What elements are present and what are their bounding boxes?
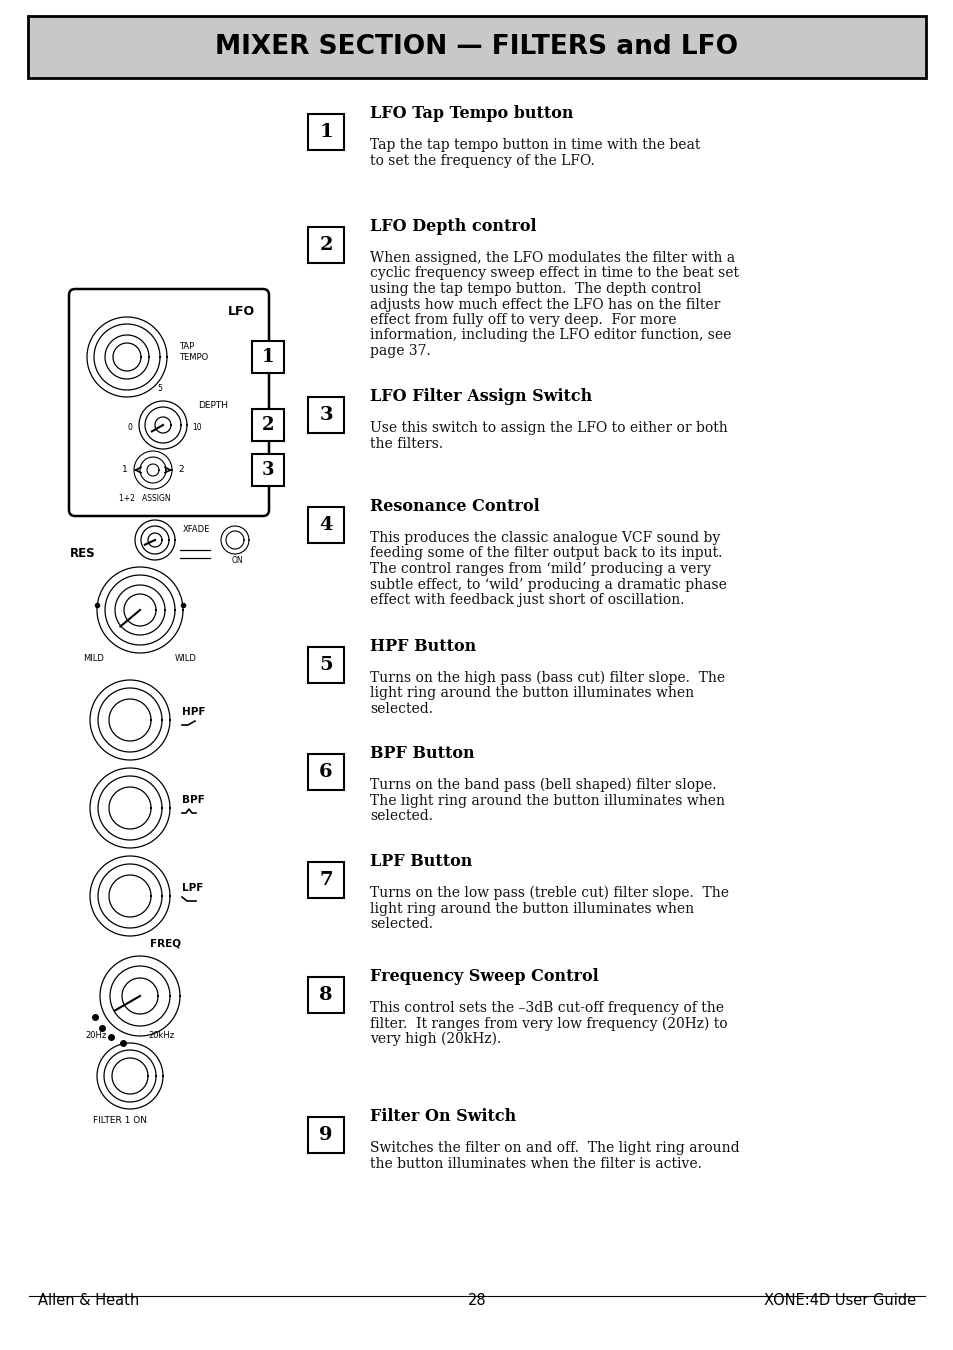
- Text: Turns on the low pass (treble cut) filter slope.  The: Turns on the low pass (treble cut) filte…: [370, 886, 728, 900]
- Text: LPF Button: LPF Button: [370, 853, 472, 869]
- Text: RES: RES: [70, 547, 95, 560]
- Bar: [308, 227, 344, 263]
- Text: 2: 2: [319, 236, 333, 254]
- Text: 4: 4: [319, 516, 333, 535]
- Bar: [28, 16, 925, 78]
- Text: effect with feedback just short of oscillation.: effect with feedback just short of oscil…: [370, 593, 684, 608]
- Text: Tap the tap tempo button in time with the beat: Tap the tap tempo button in time with th…: [370, 138, 700, 153]
- Text: LFO: LFO: [228, 305, 254, 319]
- Text: light ring around the button illuminates when: light ring around the button illuminates…: [370, 687, 694, 701]
- Text: This control sets the –3dB cut-off frequency of the: This control sets the –3dB cut-off frequ…: [370, 1000, 723, 1015]
- Text: HPF Button: HPF Button: [370, 639, 476, 655]
- Text: 20Hz: 20Hz: [85, 1031, 106, 1040]
- Text: light ring around the button illuminates when: light ring around the button illuminates…: [370, 902, 694, 915]
- Circle shape: [112, 1058, 148, 1094]
- Circle shape: [154, 417, 171, 433]
- Text: 2: 2: [178, 466, 183, 474]
- Text: 8: 8: [319, 986, 333, 1004]
- Text: Switches the filter on and off.  The light ring around: Switches the filter on and off. The ligh…: [370, 1141, 739, 1156]
- Text: TAP
TEMPO: TAP TEMPO: [179, 342, 208, 362]
- Circle shape: [112, 343, 141, 371]
- Text: Frequency Sweep Control: Frequency Sweep Control: [370, 968, 598, 986]
- Text: using the tap tempo button.  The depth control: using the tap tempo button. The depth co…: [370, 282, 700, 296]
- Circle shape: [148, 533, 162, 547]
- Text: information, including the LFO editor function, see: information, including the LFO editor fu…: [370, 328, 731, 343]
- Text: 1+2   ASSIGN: 1+2 ASSIGN: [119, 494, 171, 504]
- Text: MIXER SECTION — FILTERS and LFO: MIXER SECTION — FILTERS and LFO: [215, 34, 738, 59]
- Text: ON: ON: [231, 556, 243, 566]
- Text: WILD: WILD: [175, 653, 196, 663]
- Bar: [252, 409, 284, 441]
- Text: LFO Depth control: LFO Depth control: [370, 217, 536, 235]
- Bar: [308, 397, 344, 433]
- Text: LPF: LPF: [182, 883, 203, 892]
- Circle shape: [109, 875, 151, 917]
- Text: Allen & Heath: Allen & Heath: [38, 1293, 139, 1308]
- Text: DEPTH: DEPTH: [198, 401, 228, 409]
- Text: 5: 5: [319, 656, 333, 674]
- Text: the button illuminates when the filter is active.: the button illuminates when the filter i…: [370, 1157, 701, 1170]
- Text: adjusts how much effect the LFO has on the filter: adjusts how much effect the LFO has on t…: [370, 297, 720, 312]
- Bar: [308, 508, 344, 543]
- FancyBboxPatch shape: [69, 289, 269, 516]
- Text: Resonance Control: Resonance Control: [370, 498, 539, 514]
- Text: 1: 1: [261, 348, 274, 366]
- Text: selected.: selected.: [370, 809, 433, 824]
- Text: 20kHz: 20kHz: [148, 1031, 174, 1040]
- Text: selected.: selected.: [370, 702, 433, 716]
- Text: to set the frequency of the LFO.: to set the frequency of the LFO.: [370, 154, 594, 167]
- Bar: [308, 863, 344, 898]
- Text: Turns on the band pass (bell shaped) filter slope.: Turns on the band pass (bell shaped) fil…: [370, 778, 716, 792]
- Text: MILD: MILD: [84, 653, 104, 663]
- Text: 9: 9: [319, 1126, 333, 1143]
- Text: 3: 3: [261, 460, 274, 479]
- Text: 1: 1: [319, 123, 333, 140]
- Text: BPF: BPF: [182, 795, 205, 805]
- Text: XONE:4D User Guide: XONE:4D User Guide: [763, 1293, 915, 1308]
- Text: 0: 0: [127, 423, 132, 432]
- Text: When assigned, the LFO modulates the filter with a: When assigned, the LFO modulates the fil…: [370, 251, 735, 265]
- Text: This produces the classic analogue VCF sound by: This produces the classic analogue VCF s…: [370, 531, 720, 545]
- Text: 5: 5: [157, 383, 162, 393]
- Text: BPF Button: BPF Button: [370, 745, 475, 761]
- Text: filter.  It ranges from very low frequency (20Hz) to: filter. It ranges from very low frequenc…: [370, 1017, 727, 1031]
- Text: Filter On Switch: Filter On Switch: [370, 1108, 516, 1125]
- Bar: [308, 113, 344, 150]
- Circle shape: [109, 787, 151, 829]
- Text: 1: 1: [122, 466, 128, 474]
- Text: LFO Tap Tempo button: LFO Tap Tempo button: [370, 105, 573, 122]
- Text: Use this switch to assign the LFO to either or both: Use this switch to assign the LFO to eit…: [370, 421, 727, 435]
- Text: The light ring around the button illuminates when: The light ring around the button illumin…: [370, 794, 724, 807]
- Text: 2: 2: [261, 416, 274, 433]
- Bar: [308, 977, 344, 1012]
- Text: 7: 7: [319, 871, 333, 890]
- Text: FREQ: FREQ: [150, 940, 181, 949]
- Text: The control ranges from ‘mild’ producing a very: The control ranges from ‘mild’ producing…: [370, 562, 710, 576]
- Text: subtle effect, to ‘wild’ producing a dramatic phase: subtle effect, to ‘wild’ producing a dra…: [370, 578, 726, 591]
- Circle shape: [109, 699, 151, 741]
- Text: LFO Filter Assign Switch: LFO Filter Assign Switch: [370, 387, 592, 405]
- Text: feeding some of the filter output back to its input.: feeding some of the filter output back t…: [370, 547, 721, 560]
- Bar: [252, 342, 284, 373]
- Text: selected.: selected.: [370, 917, 433, 932]
- Circle shape: [124, 594, 156, 626]
- Text: effect from fully off to very deep.  For more: effect from fully off to very deep. For …: [370, 313, 676, 327]
- Text: cyclic frequency sweep effect in time to the beat set: cyclic frequency sweep effect in time to…: [370, 266, 739, 281]
- Text: XFADE: XFADE: [183, 525, 211, 535]
- Text: 28: 28: [467, 1293, 486, 1308]
- Text: Turns on the high pass (bass cut) filter slope.  The: Turns on the high pass (bass cut) filter…: [370, 671, 724, 686]
- Text: 10: 10: [192, 423, 201, 432]
- Text: FILTER 1 ON: FILTER 1 ON: [92, 1116, 147, 1125]
- Bar: [308, 647, 344, 683]
- Text: HPF: HPF: [182, 707, 205, 717]
- Circle shape: [122, 977, 158, 1014]
- Bar: [252, 454, 284, 486]
- Bar: [308, 1116, 344, 1153]
- Text: 3: 3: [319, 406, 333, 424]
- Bar: [308, 755, 344, 790]
- Text: page 37.: page 37.: [370, 344, 431, 358]
- Text: very high (20kHz).: very high (20kHz).: [370, 1031, 500, 1046]
- Text: 6: 6: [319, 763, 333, 782]
- Text: the filters.: the filters.: [370, 436, 442, 451]
